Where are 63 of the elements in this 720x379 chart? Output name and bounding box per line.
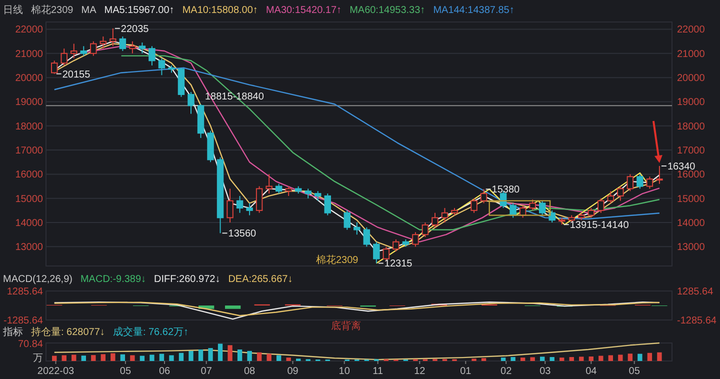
legend-title: 指标 (2, 326, 23, 338)
chart-subtitle: 棉花2309 (31, 4, 74, 16)
y-tick-label: 16000 (15, 170, 44, 181)
text: MACD:-9.389↓ (80, 274, 146, 285)
x-tick-label: 03 (540, 366, 552, 377)
x-tick-label: 2022-03 (37, 366, 75, 377)
y2-tick-label: 19000 (677, 97, 706, 108)
y2-tick-label: 22000 (677, 24, 706, 36)
annotation: 12315 (384, 258, 413, 270)
y2-tick-label: 21000 (677, 48, 706, 60)
y-tick-label: 17000 (15, 146, 44, 157)
annotation: 22035 (120, 24, 150, 35)
x-tick-label: 04 (586, 366, 598, 377)
chart-title: 日线 (3, 4, 23, 16)
series-label: 成交量: 76.62万↑ (112, 326, 189, 338)
x-tick-label: 01 (460, 366, 472, 377)
x-tick-label: 02 (500, 366, 512, 377)
y2-tick-label: 16000 (677, 170, 706, 181)
x-tick-label: 05 (628, 366, 640, 377)
y2-tick-label: 13000 (677, 242, 706, 254)
y-tick-label: 15000 (15, 194, 44, 205)
legend-title: MACD(12,26,9) (3, 274, 72, 285)
text: DEA:265.667↓ (228, 274, 293, 285)
y2-tick-label: 14000 (677, 218, 706, 230)
y-tick-label: 1285.64 (6, 286, 44, 298)
annotation: 15380 (492, 184, 520, 196)
text: 70.84 (18, 339, 44, 350)
y-tick-label: 22000 (15, 24, 44, 36)
text: MA60:14953.33↑ (350, 5, 426, 16)
annotation: 20155 (62, 69, 91, 80)
y2-tick-label: 18000 (677, 121, 706, 132)
y-tick-label: 20000 (15, 73, 44, 84)
x-tick-label: 12 (414, 366, 426, 377)
text: MA5:15967.00↑ (104, 5, 174, 16)
x-tick-label: 05 (120, 366, 132, 377)
x-tick-label: 09 (287, 366, 299, 377)
y-tick-label: 13000 (15, 242, 44, 254)
legend-title: MA (81, 5, 97, 16)
text: 万 (33, 353, 43, 364)
x-tick-label: 06 (158, 366, 171, 377)
y-tick-label: -1285.64 (4, 316, 44, 326)
annotation: 13915-14140 (570, 220, 630, 232)
x-tick-label: 07 (200, 366, 212, 377)
y2-tick-label: 1285.64 (677, 286, 714, 298)
y-tick-label: 18000 (15, 121, 44, 132)
text: MA30:15420.17↑ (266, 5, 342, 16)
text: MA144:14387.85↑ (433, 5, 514, 16)
annotation: 13560 (228, 228, 257, 240)
x-tick-label: 11 (372, 366, 384, 377)
y2-tick-label: 20000 (677, 73, 706, 84)
text: MA10:15808.00↑ (182, 5, 258, 16)
text: 底背离 (331, 320, 361, 332)
x-tick-label: 10 (338, 366, 350, 377)
y-tick-label: 21000 (15, 48, 44, 60)
x-tick-label: 08 (244, 366, 256, 377)
y-tick-label: 14000 (15, 218, 44, 230)
series-label: 持仓量: 628077↓ (31, 326, 105, 338)
annotation: 棉花2309 (316, 254, 359, 266)
y2-tick-label: 15000 (677, 194, 706, 205)
y2-tick-label: -1285.64 (677, 316, 717, 326)
series-label: DIFF:260.972↓ (154, 274, 220, 285)
y2-tick-label: 17000 (677, 146, 706, 157)
y-tick-label: 19000 (15, 97, 44, 108)
